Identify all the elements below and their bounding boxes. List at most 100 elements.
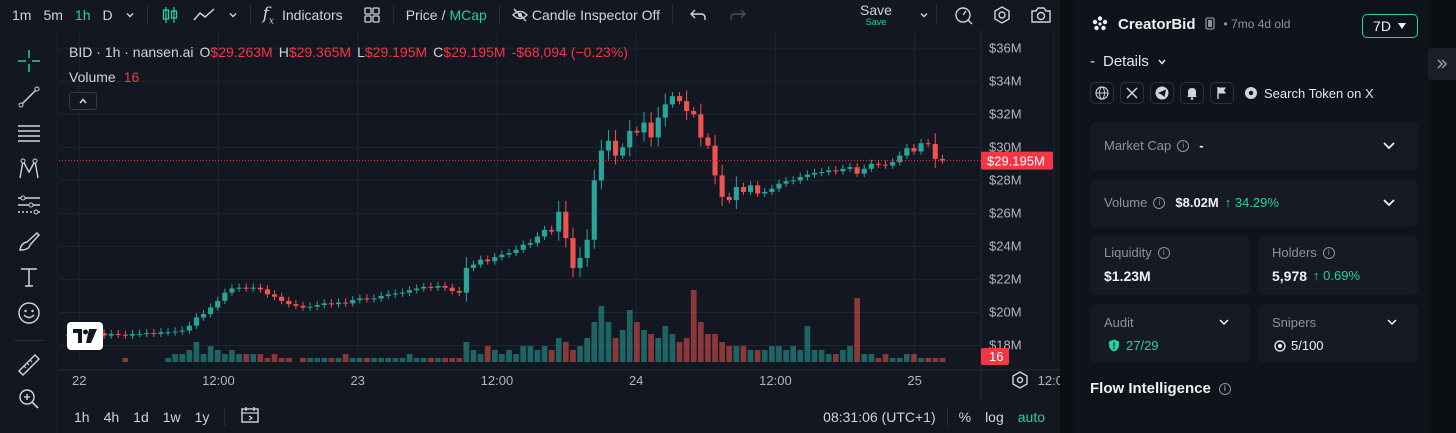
volume-bar: [506, 350, 512, 362]
report-button[interactable]: [1210, 82, 1234, 104]
save-dropdown-button[interactable]: [913, 0, 935, 30]
clock-timezone[interactable]: 08:31:06 (UTC+1): [823, 408, 936, 425]
price-tick-label: $36M: [989, 40, 1022, 55]
interval-d[interactable]: D: [102, 7, 113, 23]
redo-icon: [730, 9, 746, 20]
chart-type-dropdown-button[interactable]: [222, 0, 244, 30]
details-toggle[interactable]: - Details: [1090, 53, 1167, 70]
audit-card[interactable]: Audit 27/29: [1090, 304, 1250, 362]
chart-canvas[interactable]: $36M$34M$32M$30M$28M$26M$24M$22M$20M$18M…: [59, 30, 1060, 400]
candle-body: [314, 305, 320, 307]
pattern-tool[interactable]: [16, 156, 42, 182]
volume-bar: [683, 338, 690, 362]
price-chart[interactable]: $36M $34M $32M $30M $28M $26M $24M $22M $20M $18M…: [59, 30, 1060, 400]
volume-bar: [612, 338, 619, 362]
chevron-down-icon[interactable]: [1386, 317, 1398, 327]
website-link[interactable]: [1090, 82, 1114, 104]
range-1w[interactable]: 1w: [162, 408, 181, 425]
chart-type-candles-button[interactable]: [154, 0, 186, 30]
measure-tool[interactable]: [16, 352, 42, 378]
chart-grid: [59, 30, 1060, 400]
candle-body: [740, 186, 747, 192]
undo-button[interactable]: [683, 0, 713, 30]
chevron-down-icon[interactable]: [1382, 197, 1396, 209]
audit-value: 27/29: [1126, 338, 1159, 353]
notifications-button[interactable]: [1180, 82, 1204, 104]
candle-body: [101, 333, 107, 336]
screenshot-button[interactable]: [1024, 0, 1058, 30]
search-token-on-x-button[interactable]: Search Token on X: [1244, 86, 1374, 101]
mcap-option[interactable]: MCap: [449, 7, 487, 23]
quick-search-button[interactable]: [948, 0, 980, 30]
price-option[interactable]: Price: [405, 7, 438, 23]
interval-dropdown-button[interactable]: [119, 0, 141, 30]
panel-divider[interactable]: [1060, 0, 1076, 433]
chart-type-line-button[interactable]: [186, 0, 222, 30]
trend-line-tool[interactable]: [16, 84, 42, 110]
symbol-label[interactable]: BID · 1h · nansen.ai: [69, 44, 194, 60]
liquidity-card: Liquidity i $1.23M: [1090, 235, 1250, 295]
candle-body: [293, 304, 299, 306]
percent-scale-toggle[interactable]: %: [958, 408, 972, 425]
indicators-button[interactable]: fx Indicators: [257, 0, 349, 30]
telegram-link[interactable]: [1150, 82, 1174, 104]
volume-bar: [214, 350, 221, 362]
tradingview-logo[interactable]: [67, 322, 103, 350]
volume-bar: [726, 346, 733, 362]
auto-scale-toggle[interactable]: auto: [1017, 408, 1045, 425]
x-link[interactable]: [1120, 82, 1144, 104]
price-mcap-toggle[interactable]: Price / MCap: [400, 0, 493, 30]
chevron-down-icon: [1158, 59, 1166, 65]
info-icon[interactable]: i: [1218, 382, 1231, 395]
fib-tool[interactable]: [16, 120, 42, 146]
timeframe-select[interactable]: 7D: [1362, 14, 1418, 38]
candle-body: [620, 147, 626, 156]
market-cap-card[interactable]: Market Cap i -: [1090, 122, 1418, 170]
candle-body: [208, 307, 214, 315]
range-1h[interactable]: 1h: [74, 408, 90, 425]
settings-gear-icon[interactable]: [1011, 371, 1029, 389]
copy-icon[interactable]: [1204, 17, 1216, 31]
holders-label: Holders: [1272, 245, 1317, 260]
chart-settings-button[interactable]: [986, 0, 1018, 30]
volume-bar: [634, 322, 640, 362]
info-icon[interactable]: i: [1157, 246, 1170, 259]
forecast-tool[interactable]: [16, 192, 42, 218]
interval-1m[interactable]: 1m: [12, 7, 32, 23]
volume-bar: [804, 326, 811, 362]
brush-tool[interactable]: [16, 228, 42, 254]
snipers-card[interactable]: Snipers 5/100: [1258, 304, 1418, 362]
volume-bar: [854, 298, 860, 362]
range-1d[interactable]: 1d: [133, 408, 149, 425]
emoji-tool[interactable]: [16, 300, 42, 326]
volume-bar: [300, 358, 306, 362]
layouts-button[interactable]: [357, 0, 387, 30]
zoom-tool[interactable]: [16, 386, 42, 412]
info-icon[interactable]: i: [1322, 246, 1335, 259]
interval-5m[interactable]: 5m: [43, 7, 63, 23]
search-dot-icon: [1245, 87, 1257, 99]
info-icon[interactable]: i: [1153, 196, 1166, 209]
crosshair-tool[interactable]: [16, 48, 42, 74]
details-prefix: -: [1090, 53, 1095, 70]
text-tool[interactable]: [16, 264, 42, 290]
candle-body: [676, 96, 683, 102]
volume-bar: [413, 358, 420, 362]
expand-panel-button[interactable]: [1428, 48, 1456, 80]
redo-button[interactable]: [723, 0, 753, 30]
log-scale-toggle[interactable]: log: [985, 408, 1004, 425]
range-4h[interactable]: 4h: [103, 408, 120, 425]
interval-1h[interactable]: 1h: [74, 7, 91, 23]
sliders-icon: [18, 195, 40, 215]
range-1y[interactable]: 1y: [194, 408, 210, 425]
chevron-down-icon[interactable]: [1218, 317, 1230, 327]
volume-bar: [641, 330, 647, 362]
date-range-button[interactable]: [233, 406, 267, 427]
save-button[interactable]: Save Save: [860, 0, 892, 30]
volume-card[interactable]: Volume i $8.02M ↑ 34.29%: [1090, 179, 1418, 227]
info-icon[interactable]: i: [1177, 139, 1190, 152]
chevron-down-icon[interactable]: [1382, 140, 1396, 152]
candle-inspector-toggle[interactable]: Candle Inspector Off: [506, 0, 666, 30]
collapse-legend-button[interactable]: [69, 92, 97, 110]
candle-body: [307, 306, 313, 308]
